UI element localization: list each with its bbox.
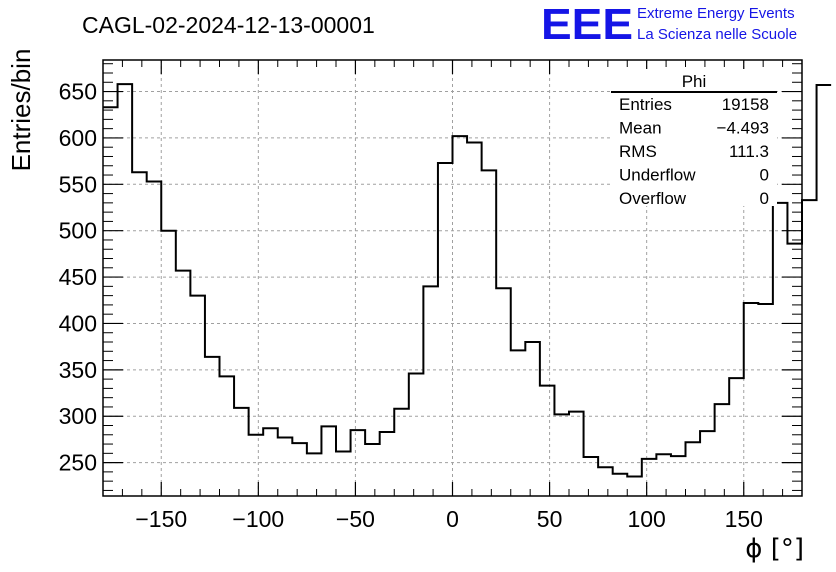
y-tick-label: 300 xyxy=(59,403,97,429)
stats-title: Phi xyxy=(682,72,707,91)
chart-title: CAGL-02-2024-12-13-00001 xyxy=(82,12,375,38)
x-tick-label: 100 xyxy=(627,506,665,532)
x-tick-label: −100 xyxy=(232,506,284,532)
stats-row-label: RMS xyxy=(619,142,657,161)
stats-row-label: Entries xyxy=(619,95,672,114)
y-axis-label: Entries/bin xyxy=(6,49,36,172)
stats-row-value: 0 xyxy=(760,166,769,185)
stats-rows: Entries 19158 Mean −4.493 RMS 111.3 Underflow 0… xyxy=(619,95,769,208)
axis-ticks xyxy=(103,60,803,496)
stats-row-label: Overflow xyxy=(619,189,687,208)
tick-labels: −150 −100 −50 0 50 100 150 250 300 350 400 450 500 55… xyxy=(59,79,763,532)
y-tick-label: 400 xyxy=(59,310,97,336)
y-tick-label: 450 xyxy=(59,264,97,290)
x-tick-label: −150 xyxy=(135,506,187,532)
stats-row-label: Underflow xyxy=(619,166,696,185)
y-tick-label: 500 xyxy=(59,218,97,244)
logo-mark: EEE xyxy=(541,0,633,49)
x-tick-label: −50 xyxy=(336,506,375,532)
stats-row-value: 0 xyxy=(760,189,769,208)
x-axis-label: ϕ [°] xyxy=(745,534,804,564)
eee-logo: EEE Extreme Energy Events La Scienza nel… xyxy=(541,0,797,49)
x-tick-label: 50 xyxy=(537,506,563,532)
y-tick-label: 600 xyxy=(59,125,97,151)
x-tick-label: 0 xyxy=(446,506,459,532)
stats-box: Phi Entries 19158 Mean −4.493 RMS 111.3 Underf… xyxy=(611,69,777,208)
histogram-series xyxy=(103,83,832,478)
y-tick-label: 550 xyxy=(59,171,97,197)
y-tick-label: 250 xyxy=(59,450,97,476)
stats-row-label: Mean xyxy=(619,119,662,138)
stats-row-value: 111.3 xyxy=(729,142,769,161)
stats-row-value: −4.493 xyxy=(717,119,769,138)
y-tick-label: 350 xyxy=(59,357,97,383)
stats-row-value: 19158 xyxy=(722,95,769,114)
y-tick-label: 650 xyxy=(59,79,97,105)
x-tick-label: 150 xyxy=(725,506,763,532)
logo-line-1: Extreme Energy Events xyxy=(637,5,795,22)
logo-line-2: La Scienza nelle Scuole xyxy=(637,26,797,43)
